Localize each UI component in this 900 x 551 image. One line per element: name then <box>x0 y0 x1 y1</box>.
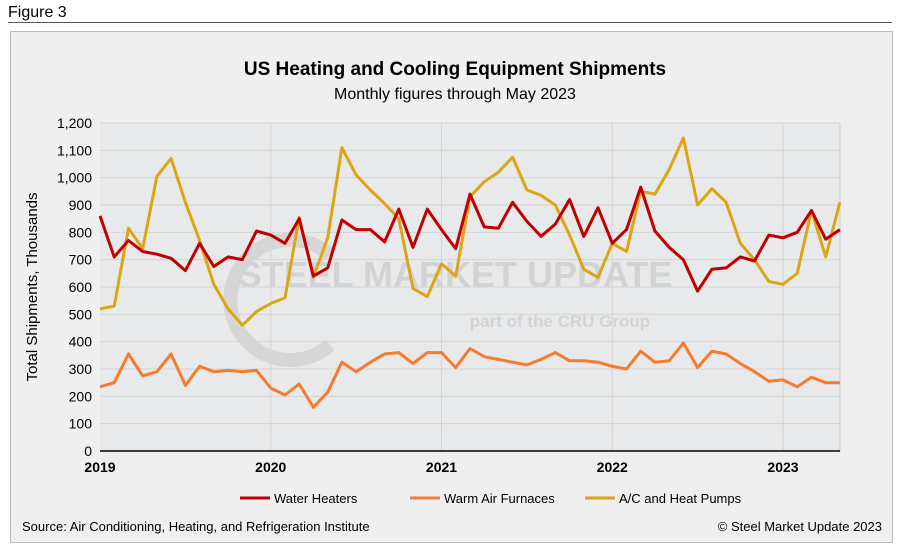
y-tick-label: 400 <box>69 334 93 350</box>
y-tick-label: 700 <box>69 252 93 268</box>
chart-title: US Heating and Cooling Equipment Shipmen… <box>244 59 666 80</box>
copyright-note: © Steel Market Update 2023 <box>718 519 882 534</box>
y-axis-label: Total Shipments, Thousands <box>24 192 41 381</box>
y-tick-label: 1,200 <box>57 115 92 131</box>
watermark-subtext: part of the CRU Group <box>470 312 650 331</box>
chart-subtitle: Monthly figures through May 2023 <box>334 86 576 103</box>
figure-label: Figure 3 <box>8 4 67 21</box>
y-tick-label: 0 <box>84 443 92 459</box>
y-tick-label: 1,100 <box>57 142 92 158</box>
y-tick-label: 1,000 <box>57 170 92 186</box>
x-tick-label: 2020 <box>255 459 286 475</box>
figure-divider <box>8 22 892 23</box>
y-tick-label: 800 <box>69 224 93 240</box>
source-note: Source: Air Conditioning, Heating, and R… <box>22 519 370 534</box>
y-tick-label: 600 <box>69 279 93 295</box>
x-tick-label: 2023 <box>767 459 798 475</box>
x-tick-label: 2019 <box>84 459 115 475</box>
y-tick-label: 200 <box>69 388 93 404</box>
series-line-warm-air-furnaces <box>99 341 840 409</box>
legend-label: Warm Air Furnaces <box>444 491 555 506</box>
legend-label: A/C and Heat Pumps <box>619 491 742 506</box>
y-tick-label: 100 <box>69 416 93 432</box>
x-tick-label: 2022 <box>597 459 628 475</box>
y-tick-label: 900 <box>69 197 93 213</box>
series-line-water-heaters <box>98 185 841 293</box>
legend-label: Water Heaters <box>274 491 358 506</box>
y-tick-label: 500 <box>69 306 93 322</box>
x-tick-label: 2021 <box>426 459 457 475</box>
y-tick-label: 300 <box>69 361 93 377</box>
watermark-swoosh <box>223 233 335 367</box>
